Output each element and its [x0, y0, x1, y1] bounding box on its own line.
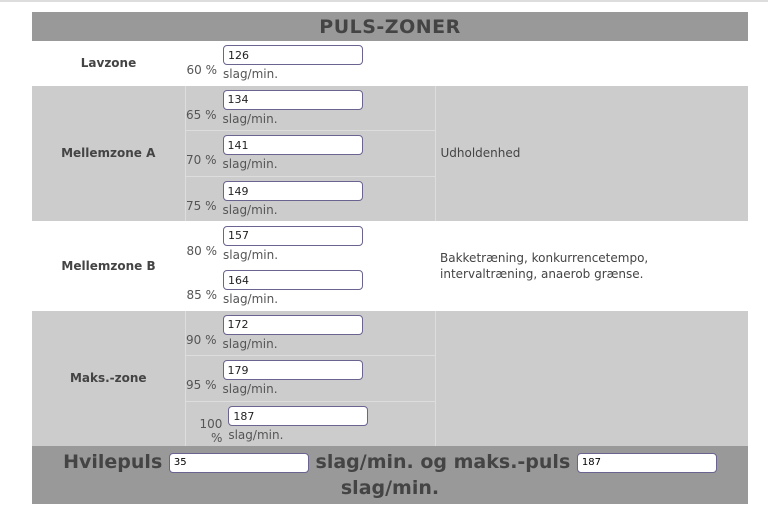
unit-label: slag/min.	[228, 428, 284, 443]
unit-label: slag/min.	[222, 157, 278, 172]
page-title: PULS-ZONER	[32, 12, 749, 41]
bpm-input[interactable]	[228, 406, 369, 427]
unit-label: slag/min.	[340, 477, 440, 500]
zone-name: Mellemzone A	[32, 85, 185, 222]
percent-label: 90 %	[186, 332, 217, 347]
zone-name: Lavzone	[80, 56, 137, 71]
bpm-input[interactable]	[223, 270, 363, 291]
zone-row: 75 % slag/min.	[32, 175, 748, 222]
percent-cell: 70 % slag/min.	[184, 130, 436, 177]
percent-label: 80 %	[186, 243, 218, 258]
percent-label: 100 %	[199, 417, 223, 446]
pulse-zones-table: PULS-ZONER Lavzone 60 % slag/min.Mellemz…	[32, 12, 749, 505]
percent-cell: 65 % slag/min.	[184, 85, 436, 131]
unit-label: slag/min.	[223, 292, 279, 307]
percent-cell: 85 % slag/min.	[185, 266, 435, 311]
unit-label: slag/min.	[222, 336, 278, 351]
percent-cell: 60 % slag/min.	[185, 41, 435, 86]
top-border	[0, 0, 768, 2]
zone-description	[435, 41, 748, 86]
zone-row: 95 % slag/min.	[32, 355, 748, 402]
zone-name: Mellemzone B	[61, 258, 156, 273]
bpm-input[interactable]	[222, 314, 363, 335]
zone-row: 100 % slag/min.	[32, 400, 748, 447]
unit-label: slag/min.	[223, 247, 279, 262]
footer-pulse-settings: Hvilepuls slag/min. og maks.-puls slag/m…	[32, 446, 749, 505]
percent-cell: 100 % slag/min.	[184, 400, 436, 447]
zone-name: Maks.-zone	[32, 310, 185, 447]
percent-label: 85 %	[186, 288, 218, 303]
percent-label: 65 %	[186, 107, 217, 122]
percent-cell: 80 % slag/min.	[185, 221, 435, 266]
unit-label: slag/min.	[223, 67, 279, 82]
rest-pulse-label: Hvilepuls	[63, 451, 163, 474]
max-pulse-input[interactable]	[576, 452, 717, 473]
bpm-input[interactable]	[223, 225, 363, 246]
zone-row: 70 % slag/min.	[32, 130, 748, 177]
percent-cell: 95 % slag/min.	[184, 355, 436, 402]
percent-cell: 90 % slag/min.	[184, 310, 436, 356]
bpm-input[interactable]	[222, 360, 363, 381]
rest-pulse-input[interactable]	[168, 452, 309, 473]
zone-row: Mellemzone B 80 % slag/min.Bakketræning,…	[32, 221, 748, 281]
zone-row: Lavzone 60 % slag/min.	[32, 41, 748, 86]
bpm-input[interactable]	[222, 135, 363, 156]
middle-label: slag/min. og maks.-puls	[315, 451, 571, 474]
zone-row: 85 % slag/min.	[32, 266, 748, 311]
zone-row: Mellemzone A 65 % slag/min.Udholdenhed	[32, 85, 749, 222]
zone-description: Bakketræning, konkurrencetempo, interval…	[440, 250, 649, 281]
zone-row: Maks.-zone 90 % slag/min.	[32, 310, 749, 447]
percent-label: 95 %	[186, 378, 217, 393]
percent-cell: 75 % slag/min.	[184, 175, 436, 222]
unit-label: slag/min.	[222, 203, 278, 218]
bpm-input[interactable]	[222, 181, 363, 202]
percent-label: 75 %	[186, 199, 217, 214]
zone-description	[435, 310, 749, 447]
zone-description: Udholdenhed	[435, 85, 749, 222]
unit-label: slag/min.	[222, 382, 278, 397]
percent-label: 60 %	[186, 63, 218, 78]
percent-label: 70 %	[186, 153, 217, 168]
bpm-input[interactable]	[223, 45, 363, 66]
bpm-input[interactable]	[222, 89, 363, 110]
unit-label: slag/min.	[222, 111, 278, 126]
